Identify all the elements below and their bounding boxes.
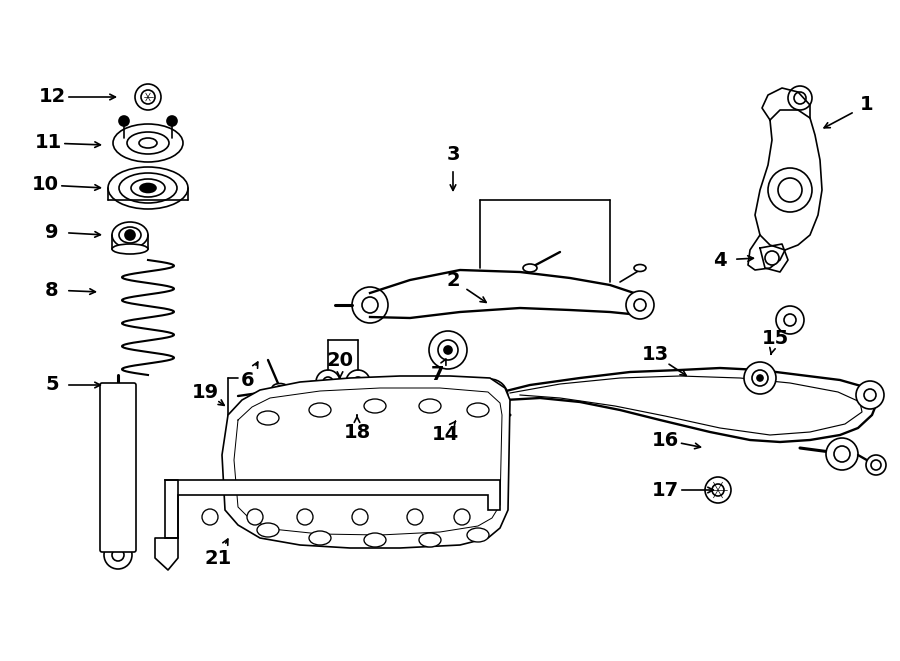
Circle shape [202,509,218,525]
Text: 8: 8 [45,280,58,299]
Circle shape [634,299,646,311]
Circle shape [104,541,132,569]
Text: 4: 4 [713,251,727,270]
Circle shape [784,314,796,326]
Circle shape [352,509,368,525]
Text: 19: 19 [192,383,219,401]
Circle shape [407,509,423,525]
Text: 6: 6 [241,371,255,389]
Circle shape [871,460,881,470]
Circle shape [112,549,124,561]
Ellipse shape [302,406,312,412]
Text: 7: 7 [431,366,445,385]
Circle shape [744,362,776,394]
Circle shape [353,377,363,387]
Ellipse shape [364,533,386,547]
Ellipse shape [257,523,279,537]
Ellipse shape [127,132,169,154]
Text: 13: 13 [642,346,669,364]
Circle shape [454,509,470,525]
Text: 15: 15 [761,329,788,348]
Circle shape [866,455,886,475]
Circle shape [247,509,263,525]
Text: 9: 9 [45,223,58,241]
Circle shape [765,251,779,265]
Circle shape [768,168,812,212]
Ellipse shape [634,264,646,272]
Circle shape [346,370,370,394]
Ellipse shape [451,436,465,444]
Text: 10: 10 [32,176,58,194]
Ellipse shape [119,227,141,243]
Ellipse shape [419,533,441,547]
Ellipse shape [364,399,386,413]
Circle shape [834,446,850,462]
Ellipse shape [108,167,188,209]
Circle shape [125,230,135,240]
Circle shape [778,178,802,202]
Text: 11: 11 [34,134,61,153]
Ellipse shape [119,173,177,203]
Text: 17: 17 [652,481,679,500]
Circle shape [141,90,155,104]
Text: 12: 12 [39,87,66,106]
Circle shape [788,86,812,110]
Circle shape [438,340,458,360]
Ellipse shape [419,399,441,413]
Ellipse shape [276,386,284,390]
Ellipse shape [140,184,156,192]
Circle shape [757,375,763,381]
Circle shape [429,331,467,369]
Text: 21: 21 [204,549,231,568]
Circle shape [712,484,724,496]
Text: 20: 20 [327,350,354,369]
Ellipse shape [112,222,148,248]
Text: 1: 1 [860,95,874,114]
Ellipse shape [309,403,331,417]
Circle shape [297,509,313,525]
Circle shape [626,291,654,319]
Circle shape [352,287,388,323]
Ellipse shape [112,244,148,254]
Circle shape [705,477,731,503]
Circle shape [167,116,177,126]
Text: 2: 2 [446,270,460,290]
Text: 18: 18 [344,422,371,442]
Circle shape [752,370,768,386]
Circle shape [794,92,806,104]
Polygon shape [165,480,500,538]
Circle shape [119,116,129,126]
Circle shape [323,377,333,387]
Ellipse shape [306,381,318,389]
Text: 3: 3 [446,145,460,165]
Ellipse shape [446,415,464,425]
Ellipse shape [131,179,165,197]
Circle shape [444,346,452,354]
Circle shape [362,297,378,313]
Ellipse shape [139,138,157,148]
Circle shape [482,389,498,405]
Ellipse shape [467,528,489,542]
Circle shape [864,389,876,401]
FancyBboxPatch shape [100,383,136,552]
Circle shape [135,84,161,110]
Circle shape [776,306,804,334]
Ellipse shape [257,411,279,425]
Text: 5: 5 [45,375,58,395]
Circle shape [316,370,340,394]
Ellipse shape [523,264,537,272]
Ellipse shape [309,531,331,545]
Text: 16: 16 [652,430,679,449]
Circle shape [826,438,858,470]
Ellipse shape [467,403,489,417]
Circle shape [472,379,508,415]
Ellipse shape [272,383,288,393]
Polygon shape [222,376,510,548]
Ellipse shape [113,124,183,162]
Circle shape [856,381,884,409]
Text: 14: 14 [431,426,459,444]
